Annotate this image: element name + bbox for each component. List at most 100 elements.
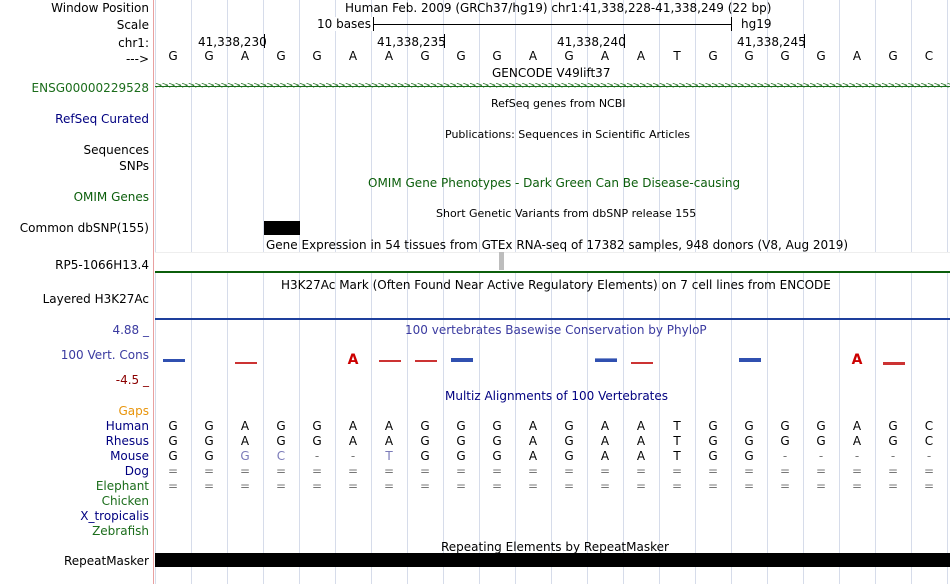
track-area[interactable]: Human Feb. 2009 (GRCh37/hg19) chr1:41,33…: [155, 0, 950, 584]
base-dog: =: [239, 464, 251, 478]
phylop-score-mark: [451, 358, 473, 362]
base-reference: G: [168, 49, 178, 63]
base-reference: G: [744, 49, 754, 63]
base-elephant: =: [743, 479, 755, 493]
label-ensg[interactable]: ENSG00000229528: [31, 81, 149, 95]
base-elephant: =: [203, 479, 215, 493]
label-chicken[interactable]: Chicken: [101, 494, 149, 508]
phylop-score-mark: [379, 360, 401, 362]
base-rhesus: A: [852, 434, 862, 448]
base-rhesus: G: [888, 434, 898, 448]
base-mouse: -: [854, 449, 860, 463]
base-mouse: G: [168, 449, 178, 463]
base-rhesus: A: [600, 434, 610, 448]
base-dog: =: [167, 464, 179, 478]
label-refseq[interactable]: RefSeq Curated: [55, 112, 149, 126]
base-human: G: [168, 419, 178, 433]
label-repeatmasker[interactable]: RepeatMasker: [63, 554, 149, 568]
label-mouse[interactable]: Mouse: [110, 449, 149, 463]
label-rhesus[interactable]: Rhesus: [105, 434, 149, 448]
base-rhesus: A: [636, 434, 646, 448]
base-human: G: [564, 419, 574, 433]
base-mouse: -: [890, 449, 896, 463]
base-reference: G: [204, 49, 214, 63]
base-rhesus: T: [673, 434, 681, 448]
base-elephant: =: [491, 479, 503, 493]
base-gridline: [911, 0, 912, 584]
base-rhesus: G: [420, 434, 430, 448]
base-human: A: [528, 419, 538, 433]
label-omim[interactable]: OMIM Genes: [73, 190, 149, 204]
base-elephant: =: [815, 479, 827, 493]
base-elephant: =: [671, 479, 683, 493]
label-window-position[interactable]: Window Position: [51, 1, 149, 15]
phylop-peak-glyph: A: [852, 352, 863, 368]
refseq-title: RefSeq genes from NCBI: [491, 97, 626, 110]
label-chrom[interactable]: chr1:: [118, 36, 149, 50]
base-dog: =: [383, 464, 395, 478]
base-gridline: [839, 0, 840, 584]
label-xtrop[interactable]: X_tropicalis: [80, 509, 149, 523]
base-mouse: -: [782, 449, 788, 463]
phylop-score-mark: [163, 359, 185, 362]
phylop-score-mark: [883, 362, 905, 365]
dbsnp-variant-block[interactable]: [264, 221, 300, 235]
base-elephant: =: [887, 479, 899, 493]
gtex-track-band[interactable]: [155, 252, 950, 271]
gtex-title: Gene Expression in 54 tissues from GTEx …: [266, 238, 849, 252]
base-dog: =: [707, 464, 719, 478]
base-mouse: -: [818, 449, 824, 463]
base-mouse: G: [420, 449, 430, 463]
base-rhesus: A: [348, 434, 358, 448]
base-elephant: =: [311, 479, 323, 493]
label-sequences[interactable]: Sequences: [83, 143, 149, 157]
base-mouse: A: [600, 449, 610, 463]
gtex-divider: [155, 271, 950, 273]
label-elephant[interactable]: Elephant: [95, 479, 149, 493]
base-elephant: =: [851, 479, 863, 493]
label-h3k27ac[interactable]: Layered H3K27Ac: [42, 292, 149, 306]
gencode-gene-line[interactable]: [155, 86, 950, 87]
base-human: G: [744, 419, 754, 433]
base-dog: =: [923, 464, 935, 478]
coord-tick-3: [624, 34, 625, 48]
label-snps[interactable]: SNPs: [119, 159, 149, 173]
base-rhesus: G: [780, 434, 790, 448]
base-dog: =: [527, 464, 539, 478]
base-human: A: [636, 419, 646, 433]
base-gridline: [695, 0, 696, 584]
label-rp5[interactable]: RP5-1066H13.4: [55, 258, 149, 272]
base-reference: A: [384, 49, 394, 63]
base-elephant: =: [383, 479, 395, 493]
base-gridline: [191, 0, 192, 584]
label-gaps[interactable]: Gaps: [118, 404, 149, 418]
label-scale[interactable]: Scale: [116, 18, 149, 32]
base-human: A: [384, 419, 394, 433]
base-dog: =: [851, 464, 863, 478]
base-dog: =: [275, 464, 287, 478]
base-mouse: A: [528, 449, 538, 463]
label-dog[interactable]: Dog: [124, 464, 149, 478]
gtex-expression-bar[interactable]: [499, 252, 504, 270]
label-cons[interactable]: 100 Vert. Cons: [60, 348, 149, 362]
base-rhesus: G: [492, 434, 502, 448]
repeatmasker-title: Repeating Elements by RepeatMasker: [441, 540, 669, 554]
base-mouse: -: [350, 449, 356, 463]
repeatmasker-element[interactable]: [155, 553, 950, 567]
dbsnp-title: Short Genetic Variants from dbSNP releas…: [436, 207, 697, 220]
base-reference: G: [816, 49, 826, 63]
base-reference: A: [636, 49, 646, 63]
base-reference: A: [240, 49, 250, 63]
label-human[interactable]: Human: [105, 419, 149, 433]
base-gridline: [803, 0, 804, 584]
base-dog: =: [419, 464, 431, 478]
base-gridline: [731, 0, 732, 584]
gencode-strand-arrows: >>>>>>>>>>>>>>>>>>>>>>>>>>>>>>>>>>>>>>>>…: [155, 81, 950, 91]
base-mouse: G: [204, 449, 214, 463]
label-dbsnp[interactable]: Common dbSNP(155): [19, 221, 149, 235]
label-zebrafish[interactable]: Zebrafish: [92, 524, 149, 538]
base-gridline: [659, 0, 660, 584]
base-human: G: [492, 419, 502, 433]
base-mouse: C: [276, 449, 286, 463]
